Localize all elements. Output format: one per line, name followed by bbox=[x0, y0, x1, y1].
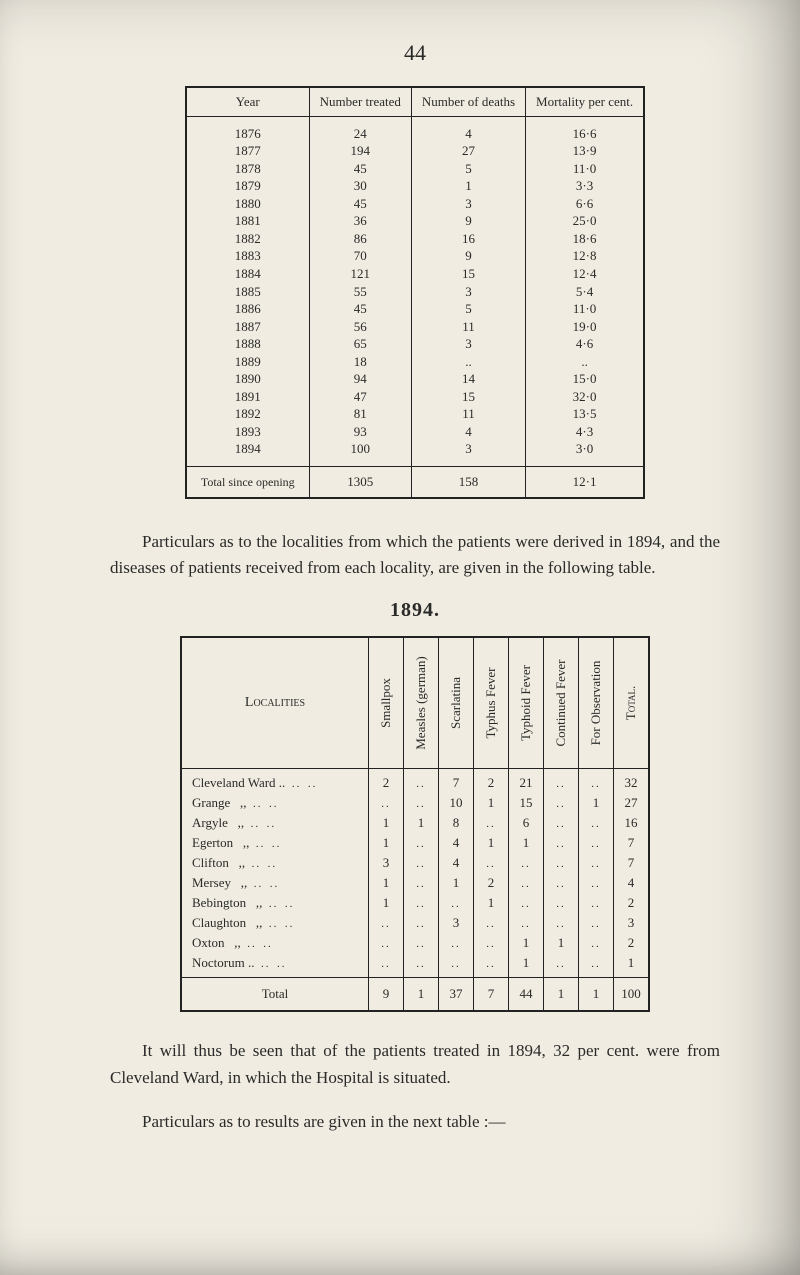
table-row: 188136925·0 bbox=[186, 212, 644, 230]
table-row: 18939344·3 bbox=[186, 423, 644, 441]
table-row: 1887561119·0 bbox=[186, 318, 644, 336]
table-row: 189410033·0 bbox=[186, 440, 644, 458]
table-row: 18771942713·9 bbox=[186, 142, 644, 160]
table-row: 18804536·6 bbox=[186, 195, 644, 213]
table-row: 188645511·0 bbox=[186, 300, 644, 318]
mortality-table: Year Number treated Number of deaths Mor… bbox=[185, 86, 645, 499]
table-row: 1882861618·6 bbox=[186, 230, 644, 248]
table-row: Clifton ,, .. ..3..4........7 bbox=[181, 853, 649, 873]
col-measles: Measles (german) bbox=[404, 637, 439, 769]
col-localities: Localities bbox=[181, 637, 369, 769]
table-row: Egerton ,, .. ..1..411....7 bbox=[181, 833, 649, 853]
col-mortality: Mortality per cent. bbox=[526, 87, 645, 116]
paragraph-next-table: Particulars as to results are given in t… bbox=[110, 1109, 720, 1135]
col-continued: Continued Fever bbox=[544, 637, 579, 769]
table-row: 1892811113·5 bbox=[186, 405, 644, 423]
localities-table: Localities Smallpox Measles (german) Sca… bbox=[180, 636, 650, 1012]
col-deaths: Number of deaths bbox=[411, 87, 525, 116]
table-row: Claughton ,, .. ......3........3 bbox=[181, 913, 649, 933]
page: 44 Year Number treated Number of deaths … bbox=[0, 0, 800, 1275]
table-row: Noctorum .. .. ..........1....1 bbox=[181, 953, 649, 978]
table-row: Argyle ,, .. ..118..6....16 bbox=[181, 813, 649, 833]
table-row: 18855535·4 bbox=[186, 283, 644, 301]
year-heading: 1894. bbox=[110, 599, 720, 622]
col-year: Year bbox=[186, 87, 309, 116]
table-row: 1890941415·0 bbox=[186, 370, 644, 388]
table-row: Grange ,, .. ......10115..127 bbox=[181, 793, 649, 813]
table-row: 187845511·0 bbox=[186, 160, 644, 178]
table-row: Cleveland Ward .. .. ..2..7221....32 bbox=[181, 769, 649, 794]
table-row: 18886534·6 bbox=[186, 335, 644, 353]
col-treated: Number treated bbox=[309, 87, 411, 116]
col-scarlatina: Scarlatina bbox=[439, 637, 474, 769]
table-row: 187624416·6 bbox=[186, 125, 644, 143]
col-typhoid: Typhoid Fever bbox=[509, 637, 544, 769]
table-total-row: Total913774411100 bbox=[181, 978, 649, 1012]
table-row: 18841211512·4 bbox=[186, 265, 644, 283]
col-observation: For Observation bbox=[579, 637, 614, 769]
page-number: 44 bbox=[110, 40, 720, 66]
col-smallpox: Smallpox bbox=[369, 637, 404, 769]
table-row: 188370912·8 bbox=[186, 247, 644, 265]
table-row: Bebington ,, .. ..1....1......2 bbox=[181, 893, 649, 913]
table-row: 1891471532·0 bbox=[186, 388, 644, 406]
paragraph-conclusion: It will thus be seen that of the patient… bbox=[110, 1038, 720, 1091]
paragraph-localities: Particulars as to the localities from wh… bbox=[110, 529, 720, 582]
col-typhus: Typhus Fever bbox=[474, 637, 509, 769]
table-row: Oxton ,, .. ..........11..2 bbox=[181, 933, 649, 953]
table-total-row: Total since opening130515812·1 bbox=[186, 466, 644, 497]
table-row: 18793013·3 bbox=[186, 177, 644, 195]
col-total: Total. bbox=[614, 637, 650, 769]
table-row: Mersey ,, .. ..1..12......4 bbox=[181, 873, 649, 893]
table-row: 188918.... bbox=[186, 353, 644, 371]
